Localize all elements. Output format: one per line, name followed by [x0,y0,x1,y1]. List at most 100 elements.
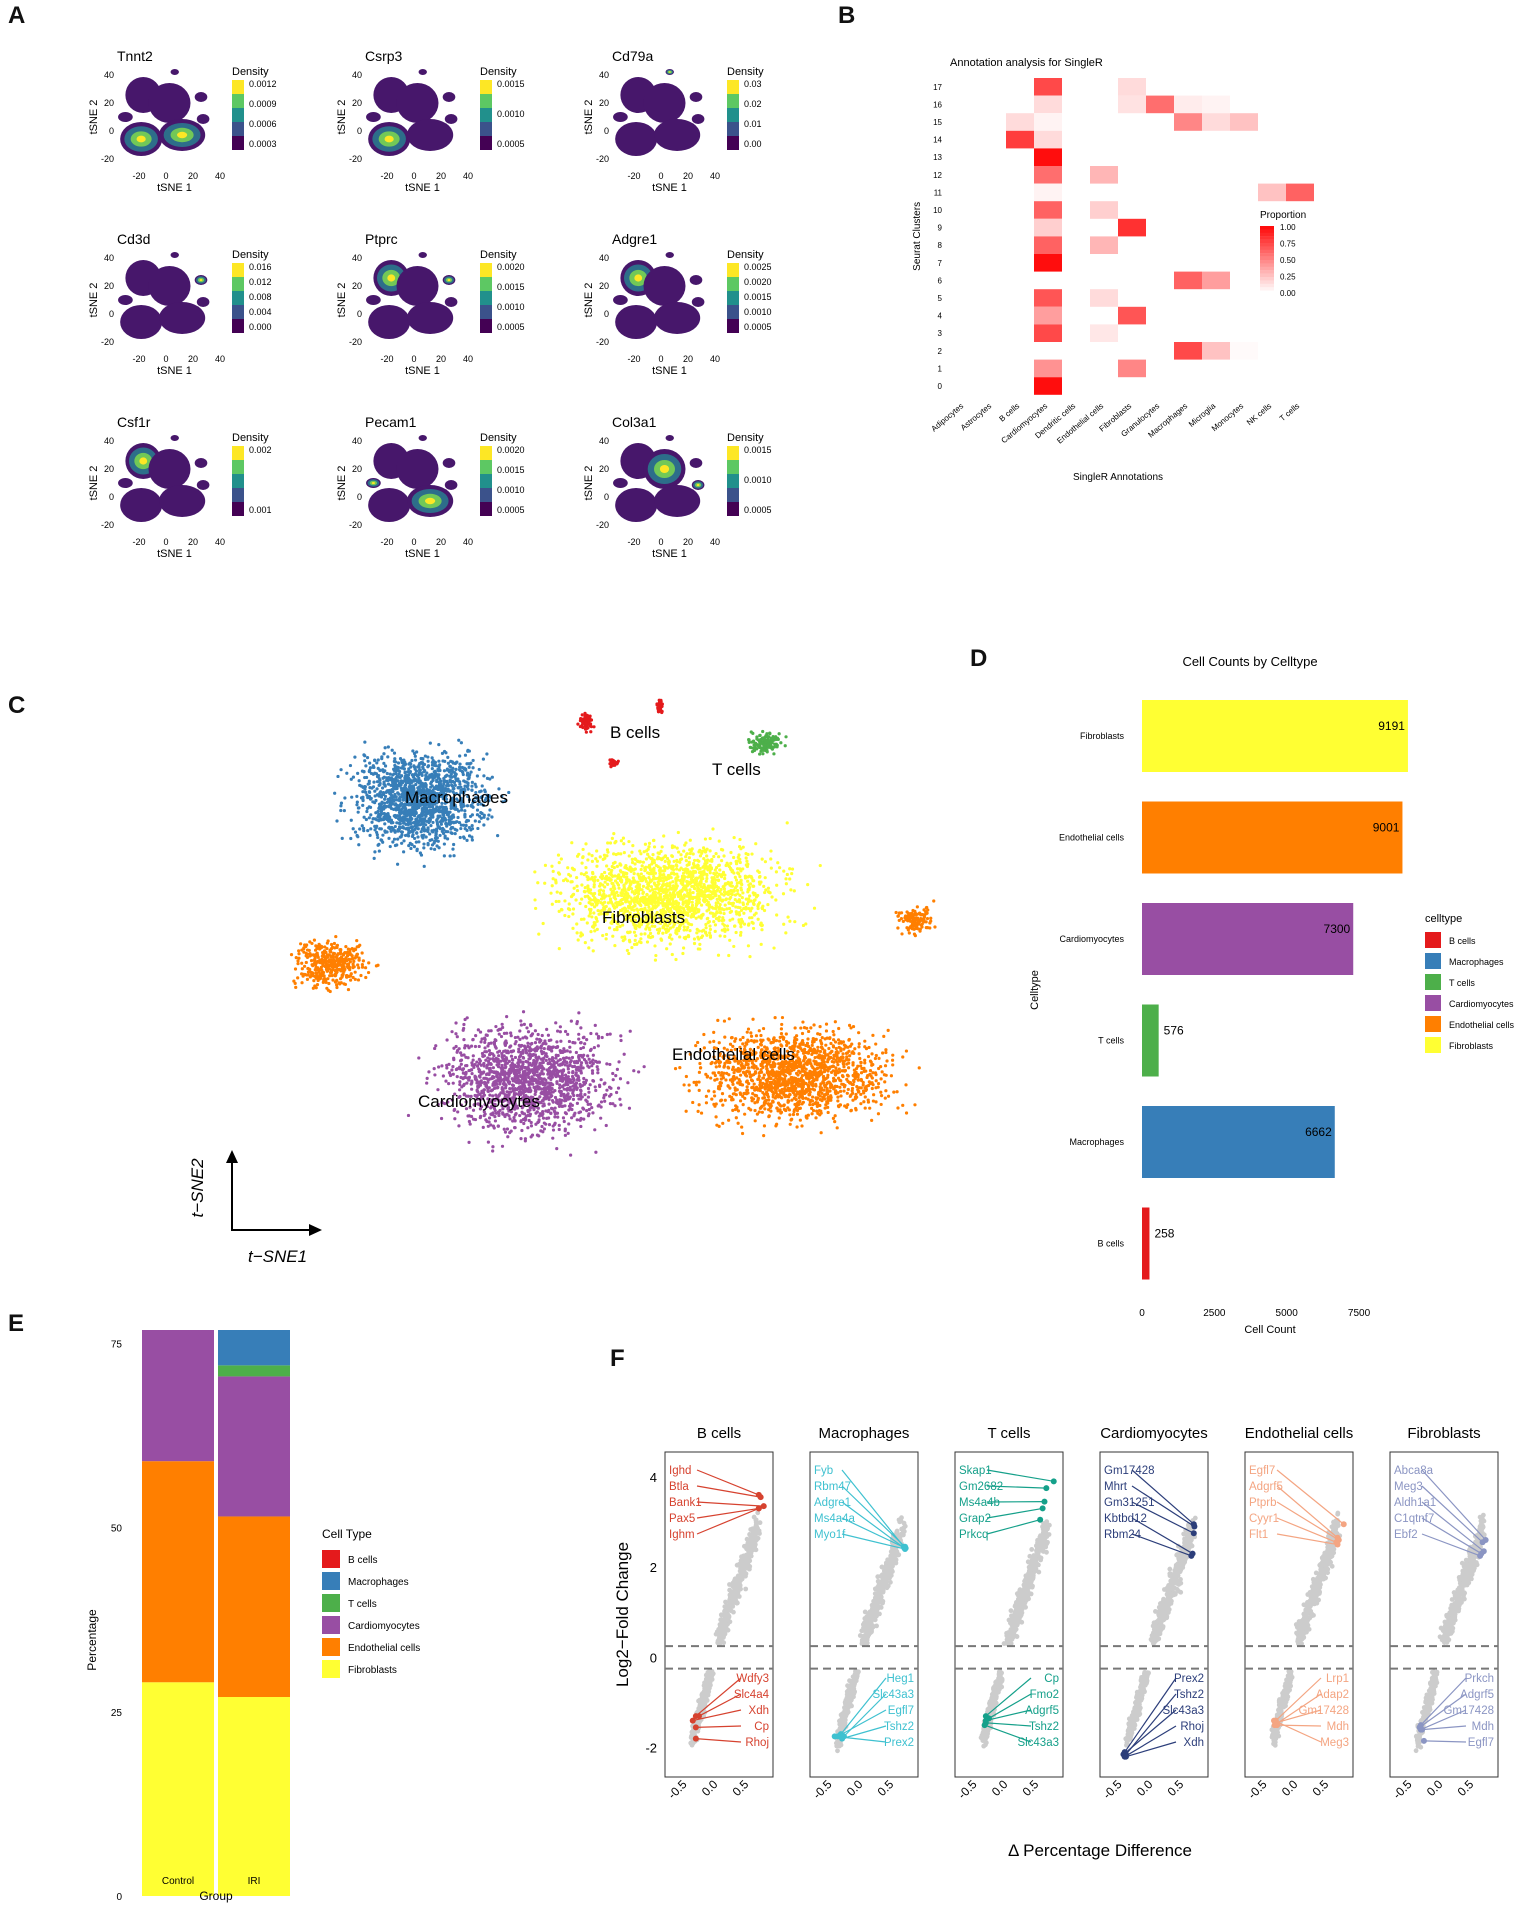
cell-point [376,809,380,814]
x-axis-label: SingleR Annotations [1073,472,1163,483]
cell-point [476,1084,480,1088]
cell-point [503,1130,508,1134]
cell-point [539,1129,543,1133]
cell-point [482,774,486,778]
cell-point [378,805,383,809]
cell-point [373,828,377,832]
cell-point [418,823,422,827]
cell-point [733,924,737,928]
cell-point [430,838,434,842]
cell-point [631,921,635,925]
x-tick-label: 20 [436,354,446,364]
cell-point [567,914,571,919]
cell-point [426,755,430,759]
cell-point [742,922,747,926]
cell-point [714,889,718,893]
cell-point [593,875,597,879]
cell-point [412,845,417,849]
x-tick-label: 0 [658,171,663,181]
cell-point [523,1035,527,1039]
cell-point [421,822,425,826]
cell-point [463,827,467,831]
cell-point [401,798,405,802]
cell-point [654,913,658,917]
cell-point [591,949,595,953]
cell-point [658,897,663,901]
gene-title: Cd3d [117,231,150,247]
cell-point [442,842,446,846]
cell-point [455,828,459,832]
cell-point [536,881,540,885]
cell-point [528,1080,532,1084]
legend-color-step [232,291,244,305]
cell-point [457,793,462,797]
cell-point [646,897,650,901]
cell-point [608,841,613,845]
cell-point [483,1102,487,1107]
cell-point [601,933,605,938]
legend-color-step [232,319,244,333]
cell-point [402,850,406,854]
cell-point [521,1010,526,1014]
cell-point [698,881,702,885]
cell-point [651,919,655,923]
cell-point [750,906,754,910]
cell-cluster-blob [615,122,658,156]
cell-point [520,1128,524,1133]
cell-point [414,804,418,808]
cell-point [462,1038,466,1042]
cell-point [675,926,679,931]
gene-title: Ptprc [365,231,398,247]
cell-point [371,764,375,768]
cell-point [465,773,469,777]
cell-point [521,1072,525,1076]
cell-point [689,849,693,853]
cell-point [652,866,656,870]
cell-point [712,854,716,859]
cell-point [596,898,601,903]
cell-point [458,1080,462,1084]
cell-point [637,1070,641,1074]
cluster-tick-label: 7 [938,259,943,268]
cell-point [582,1053,586,1057]
x-axis-label: tSNE 1 [157,548,192,560]
cell-point [621,871,625,875]
cell-point [714,907,718,911]
cell-point [434,838,438,843]
cell-point [481,1125,485,1129]
cell-point [363,740,367,744]
cell-point [378,783,382,787]
cell-point [534,1122,538,1126]
cell-point [393,795,397,799]
density-peak [634,274,643,282]
cell-point [678,905,682,909]
cell-point [527,1118,531,1123]
cell-point [499,1059,503,1063]
cell-point [437,759,441,763]
cell-point [584,904,588,909]
cell-point [752,884,756,888]
cell-point [563,1094,568,1099]
cell-point [766,902,770,907]
cell-point [676,830,680,835]
cell-point [637,887,641,891]
cell-point [732,944,736,949]
cell-point [636,908,640,913]
cell-point [407,788,411,793]
cell-point [685,863,689,867]
cell-point [590,915,594,919]
x-tick-label: 20 [683,537,693,547]
cell-point [543,881,547,885]
cell-point [434,827,439,831]
cell-point [560,1085,565,1089]
legend-title: Density [232,432,269,444]
cell-point [725,892,729,896]
cell-point [513,1113,517,1117]
cell-point [588,1102,593,1106]
cell-point [631,876,635,880]
cell-point [422,864,426,868]
cell-point [595,927,599,931]
cell-point [457,786,461,790]
cell-point [400,818,404,822]
cell-point [708,871,712,875]
